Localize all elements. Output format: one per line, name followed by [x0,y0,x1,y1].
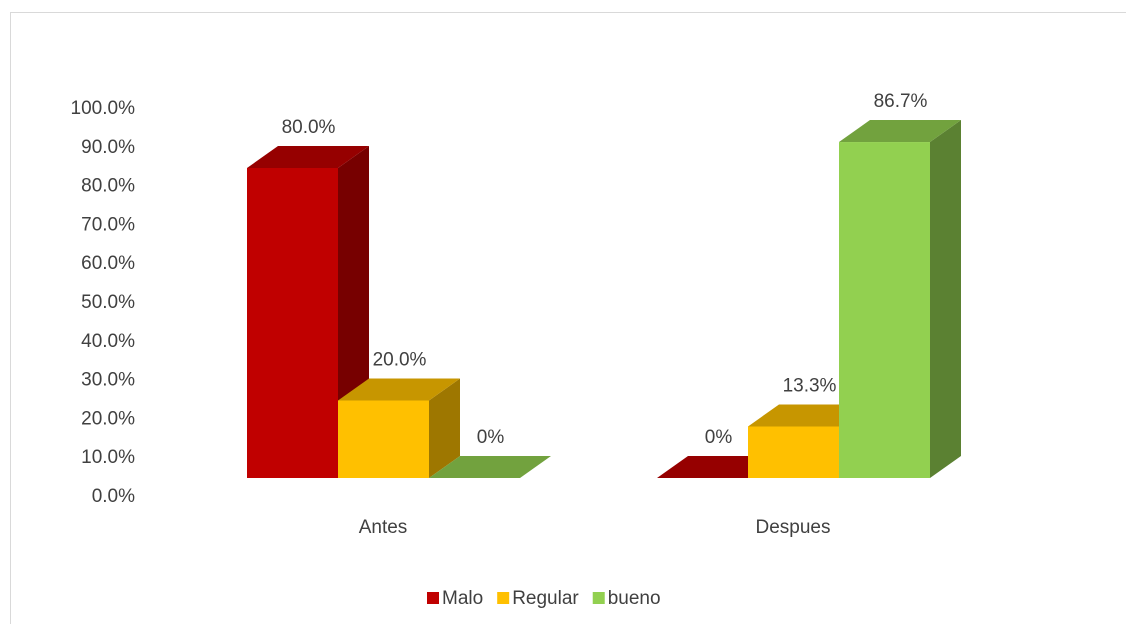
bar-top [839,120,961,143]
legend-swatch [427,592,439,604]
y-tick-label: 70.0% [81,214,135,235]
bar-side [930,120,961,478]
y-tick-label: 0.0% [92,486,135,507]
legend-label: bueno [608,588,661,609]
y-tick-label: 100.0% [71,98,136,119]
y-tick-label: 30.0% [81,370,135,391]
y-tick-label: 90.0% [81,137,135,158]
x-tick-label: Despues [756,517,831,538]
y-tick-label: 80.0% [81,176,135,197]
y-tick-label: 60.0% [81,253,135,274]
data-label: 13.3% [783,375,837,396]
y-tick-label: 50.0% [81,292,135,313]
bar-front [338,400,429,478]
data-label: 86.7% [874,91,928,112]
data-label: 0% [477,427,505,448]
chart-border [10,12,1126,624]
data-label: 80.0% [282,117,336,138]
bar-top [247,146,369,168]
bar-top [429,456,551,478]
bar-top [338,378,460,401]
bar-front [247,168,338,478]
y-tick-label: 40.0% [81,331,135,352]
y-tick-label: 20.0% [81,408,135,429]
x-tick-label: Antes [359,517,408,538]
legend-swatch [592,592,605,604]
y-tick-label: 10.0% [81,447,135,468]
legend-label: Malo [442,588,483,609]
legend-swatch [497,592,510,604]
bar-front [748,426,839,478]
legend-label: Regular [512,588,579,609]
data-label: 0% [705,427,733,448]
data-label: 20.0% [373,350,427,371]
bar-front [839,142,930,478]
bar-side [429,378,460,478]
